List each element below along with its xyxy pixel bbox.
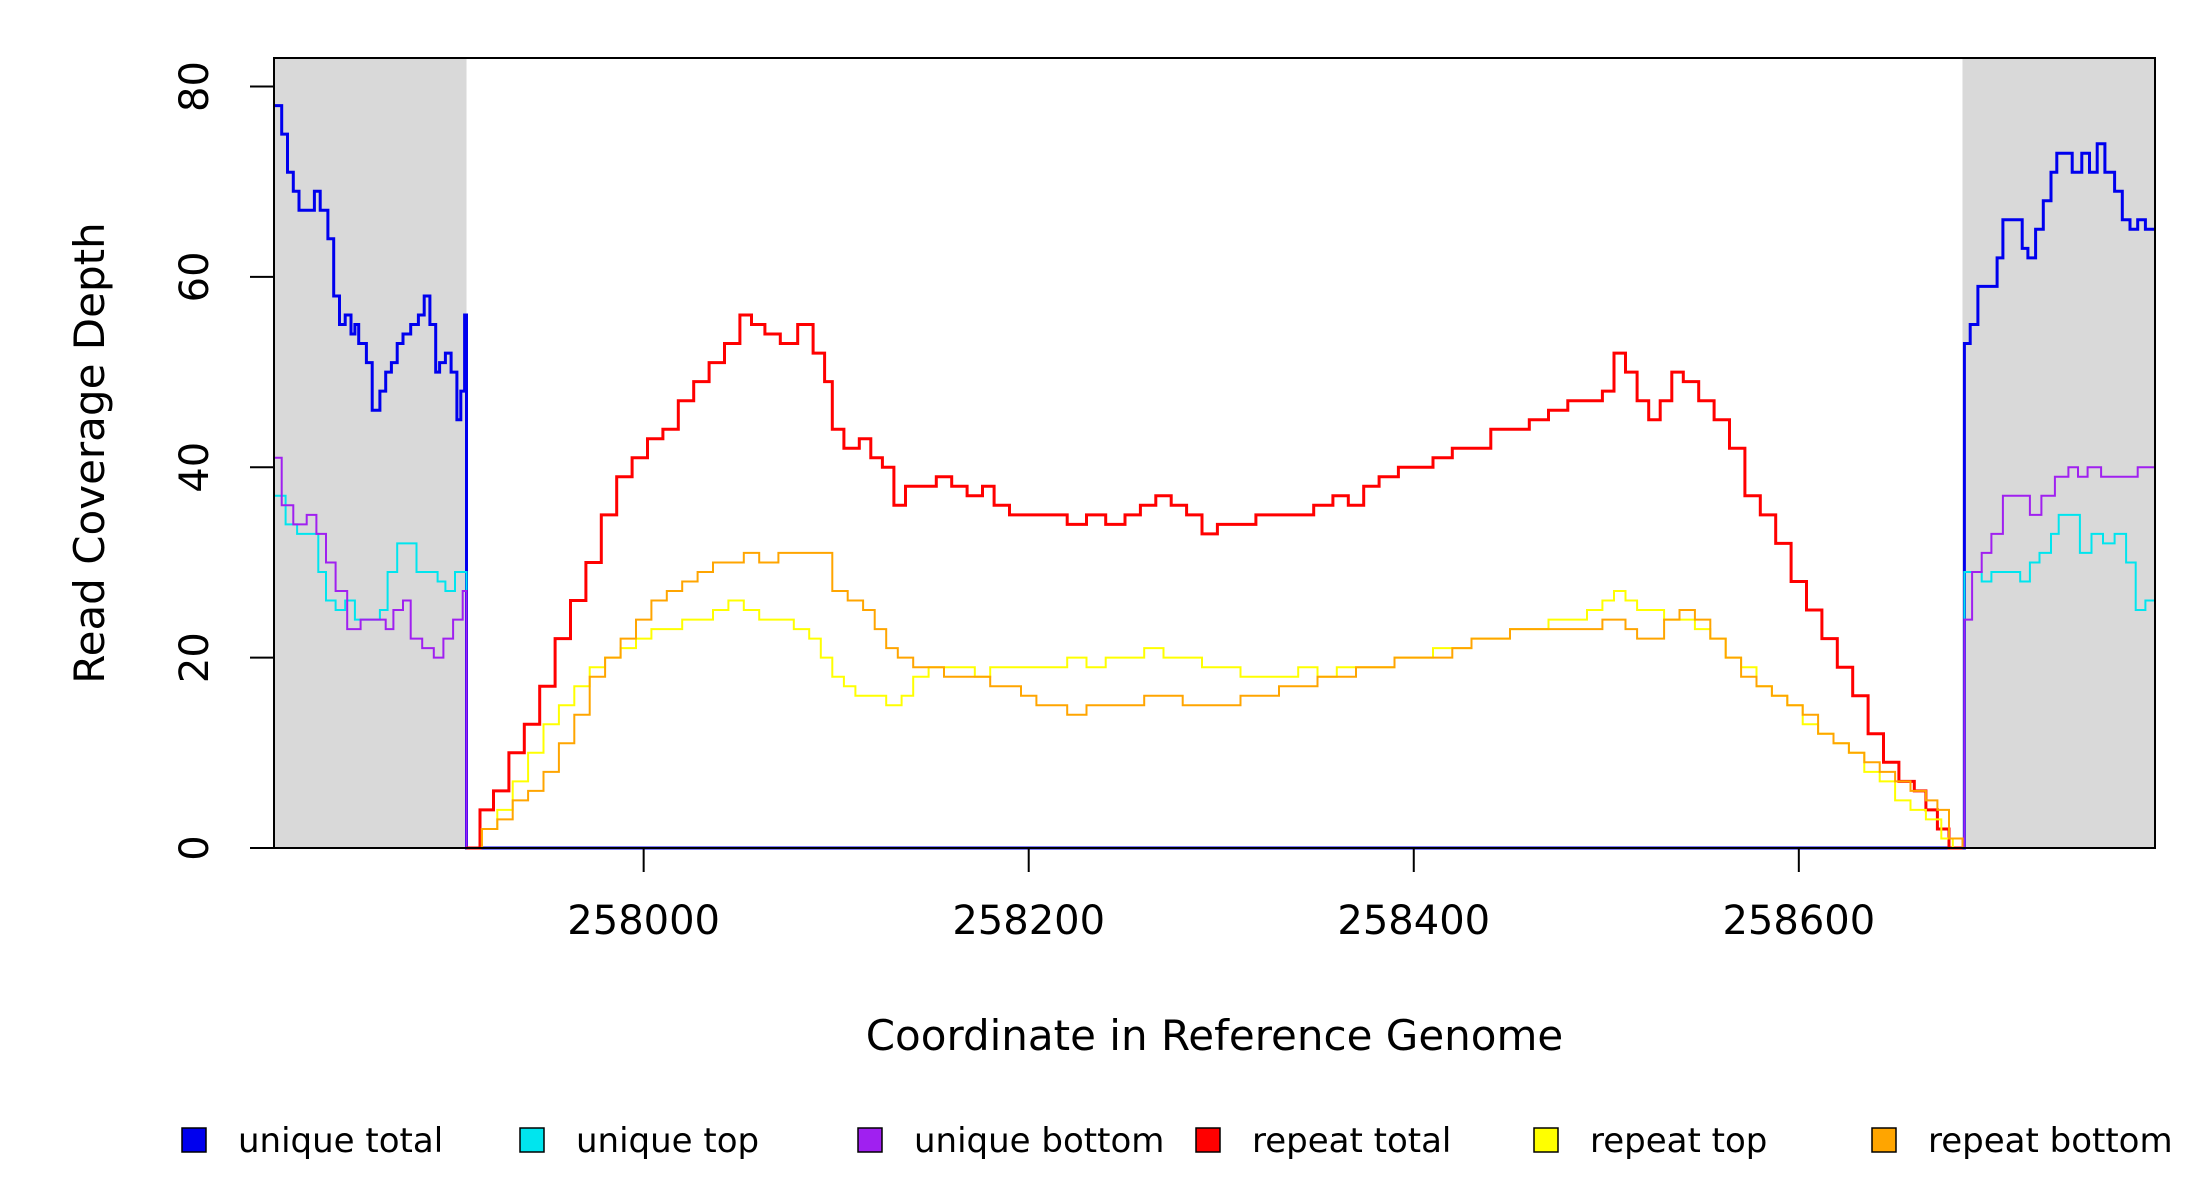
legend-label-repeat-top: repeat top: [1590, 1121, 1767, 1161]
y-tick-label: 40: [172, 442, 218, 493]
legend-label-unique-total: unique total: [238, 1121, 443, 1161]
x-axis-title: Coordinate in Reference Genome: [866, 1011, 1564, 1060]
series-line-unique-total: [274, 104, 2155, 850]
x-ticks: 258000 258200 258400 258600: [567, 848, 1875, 944]
shaded-regions: [274, 58, 2155, 848]
y-tick-label: 80: [172, 61, 218, 112]
x-tick-label: 258200: [952, 898, 1105, 944]
legend-swatch-unique-total: [181, 1127, 207, 1153]
shaded-region-2: [1962, 58, 2155, 848]
x-tick-label: 258400: [1337, 898, 1490, 944]
y-axis-title: Read Coverage Depth: [65, 222, 114, 683]
plot-frame: [273, 57, 2156, 849]
shaded-region-1: [274, 58, 467, 848]
series-line-repeat-total: [466, 313, 1963, 850]
y-ticks: 0 20 40 60 80: [172, 61, 274, 861]
legend-swatch-unique-bottom: [857, 1127, 883, 1153]
x-tick-label: 258600: [1722, 898, 1875, 944]
series-lines: [274, 104, 2155, 850]
legend-label-unique-top: unique top: [576, 1121, 759, 1161]
legend-swatch-repeat-bottom: [1871, 1127, 1897, 1153]
y-tick-label: 60: [172, 251, 218, 302]
legend-swatch-repeat-total: [1195, 1127, 1221, 1153]
legend-label-unique-bottom: unique bottom: [914, 1121, 1164, 1161]
legend-swatch-unique-top: [519, 1127, 545, 1153]
series-line-repeat-bottom: [466, 551, 1964, 849]
legend-label-repeat-total: repeat total: [1252, 1121, 1451, 1161]
legend: unique total unique top unique bottom repea…: [181, 1121, 2173, 1161]
legend-label-repeat-bottom: repeat bottom: [1928, 1121, 2173, 1161]
series-line-unique-bottom: [274, 456, 2155, 849]
series-line-repeat-top: [466, 590, 1963, 849]
y-tick-label: 20: [172, 632, 218, 683]
y-tick-label: 0: [172, 835, 218, 860]
x-tick-label: 258000: [567, 898, 720, 944]
legend-swatch-repeat-top: [1533, 1127, 1559, 1153]
